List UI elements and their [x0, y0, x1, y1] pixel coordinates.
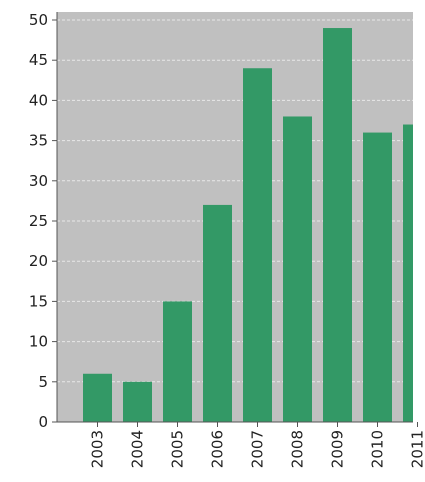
x-tick-label: 2007 [249, 430, 267, 468]
x-tick-label: 2003 [89, 430, 107, 468]
bar-2006 [203, 204, 232, 422]
bar-2009 [323, 28, 352, 422]
x-tick-label: 2011 [409, 430, 425, 468]
grid-lines [57, 19, 413, 383]
y-tick-label: 35 [29, 132, 48, 150]
bar-2011 [403, 124, 413, 423]
bars [83, 28, 413, 423]
x-tick-label: 2008 [289, 430, 307, 468]
y-tick-label: 25 [29, 212, 48, 230]
plot-area [57, 12, 413, 422]
x-tick-label: 2009 [329, 430, 347, 468]
x-axis: 2003 2004 2005 2006 2007 2008 2009 2010 2011 [57, 421, 425, 468]
x-tick-label: 2006 [209, 430, 227, 468]
y-tick-label: 40 [29, 91, 48, 109]
bar-2007 [243, 68, 272, 423]
bar-2008 [283, 116, 312, 422]
x-tick-label: 2005 [169, 430, 187, 468]
y-tick-label: 20 [29, 252, 48, 270]
bar-2005 [163, 301, 192, 422]
y-tick-label: 30 [29, 172, 48, 190]
y-tick-label: 15 [29, 292, 48, 310]
y-tick-label: 45 [29, 51, 48, 69]
y-axis: 0 5 10 15 20 25 30 35 40 45 50 [29, 11, 58, 431]
x-tick-label: 2010 [369, 430, 387, 468]
y-tick-label: 10 [29, 333, 48, 351]
bar-2004 [123, 381, 152, 422]
bar-2010 [363, 132, 392, 422]
y-tick-label: 50 [29, 11, 48, 29]
y-tick-label: 0 [38, 413, 48, 431]
bar-2003 [83, 373, 112, 422]
y-tick-label: 5 [38, 373, 48, 391]
x-tick-label: 2004 [129, 430, 147, 468]
